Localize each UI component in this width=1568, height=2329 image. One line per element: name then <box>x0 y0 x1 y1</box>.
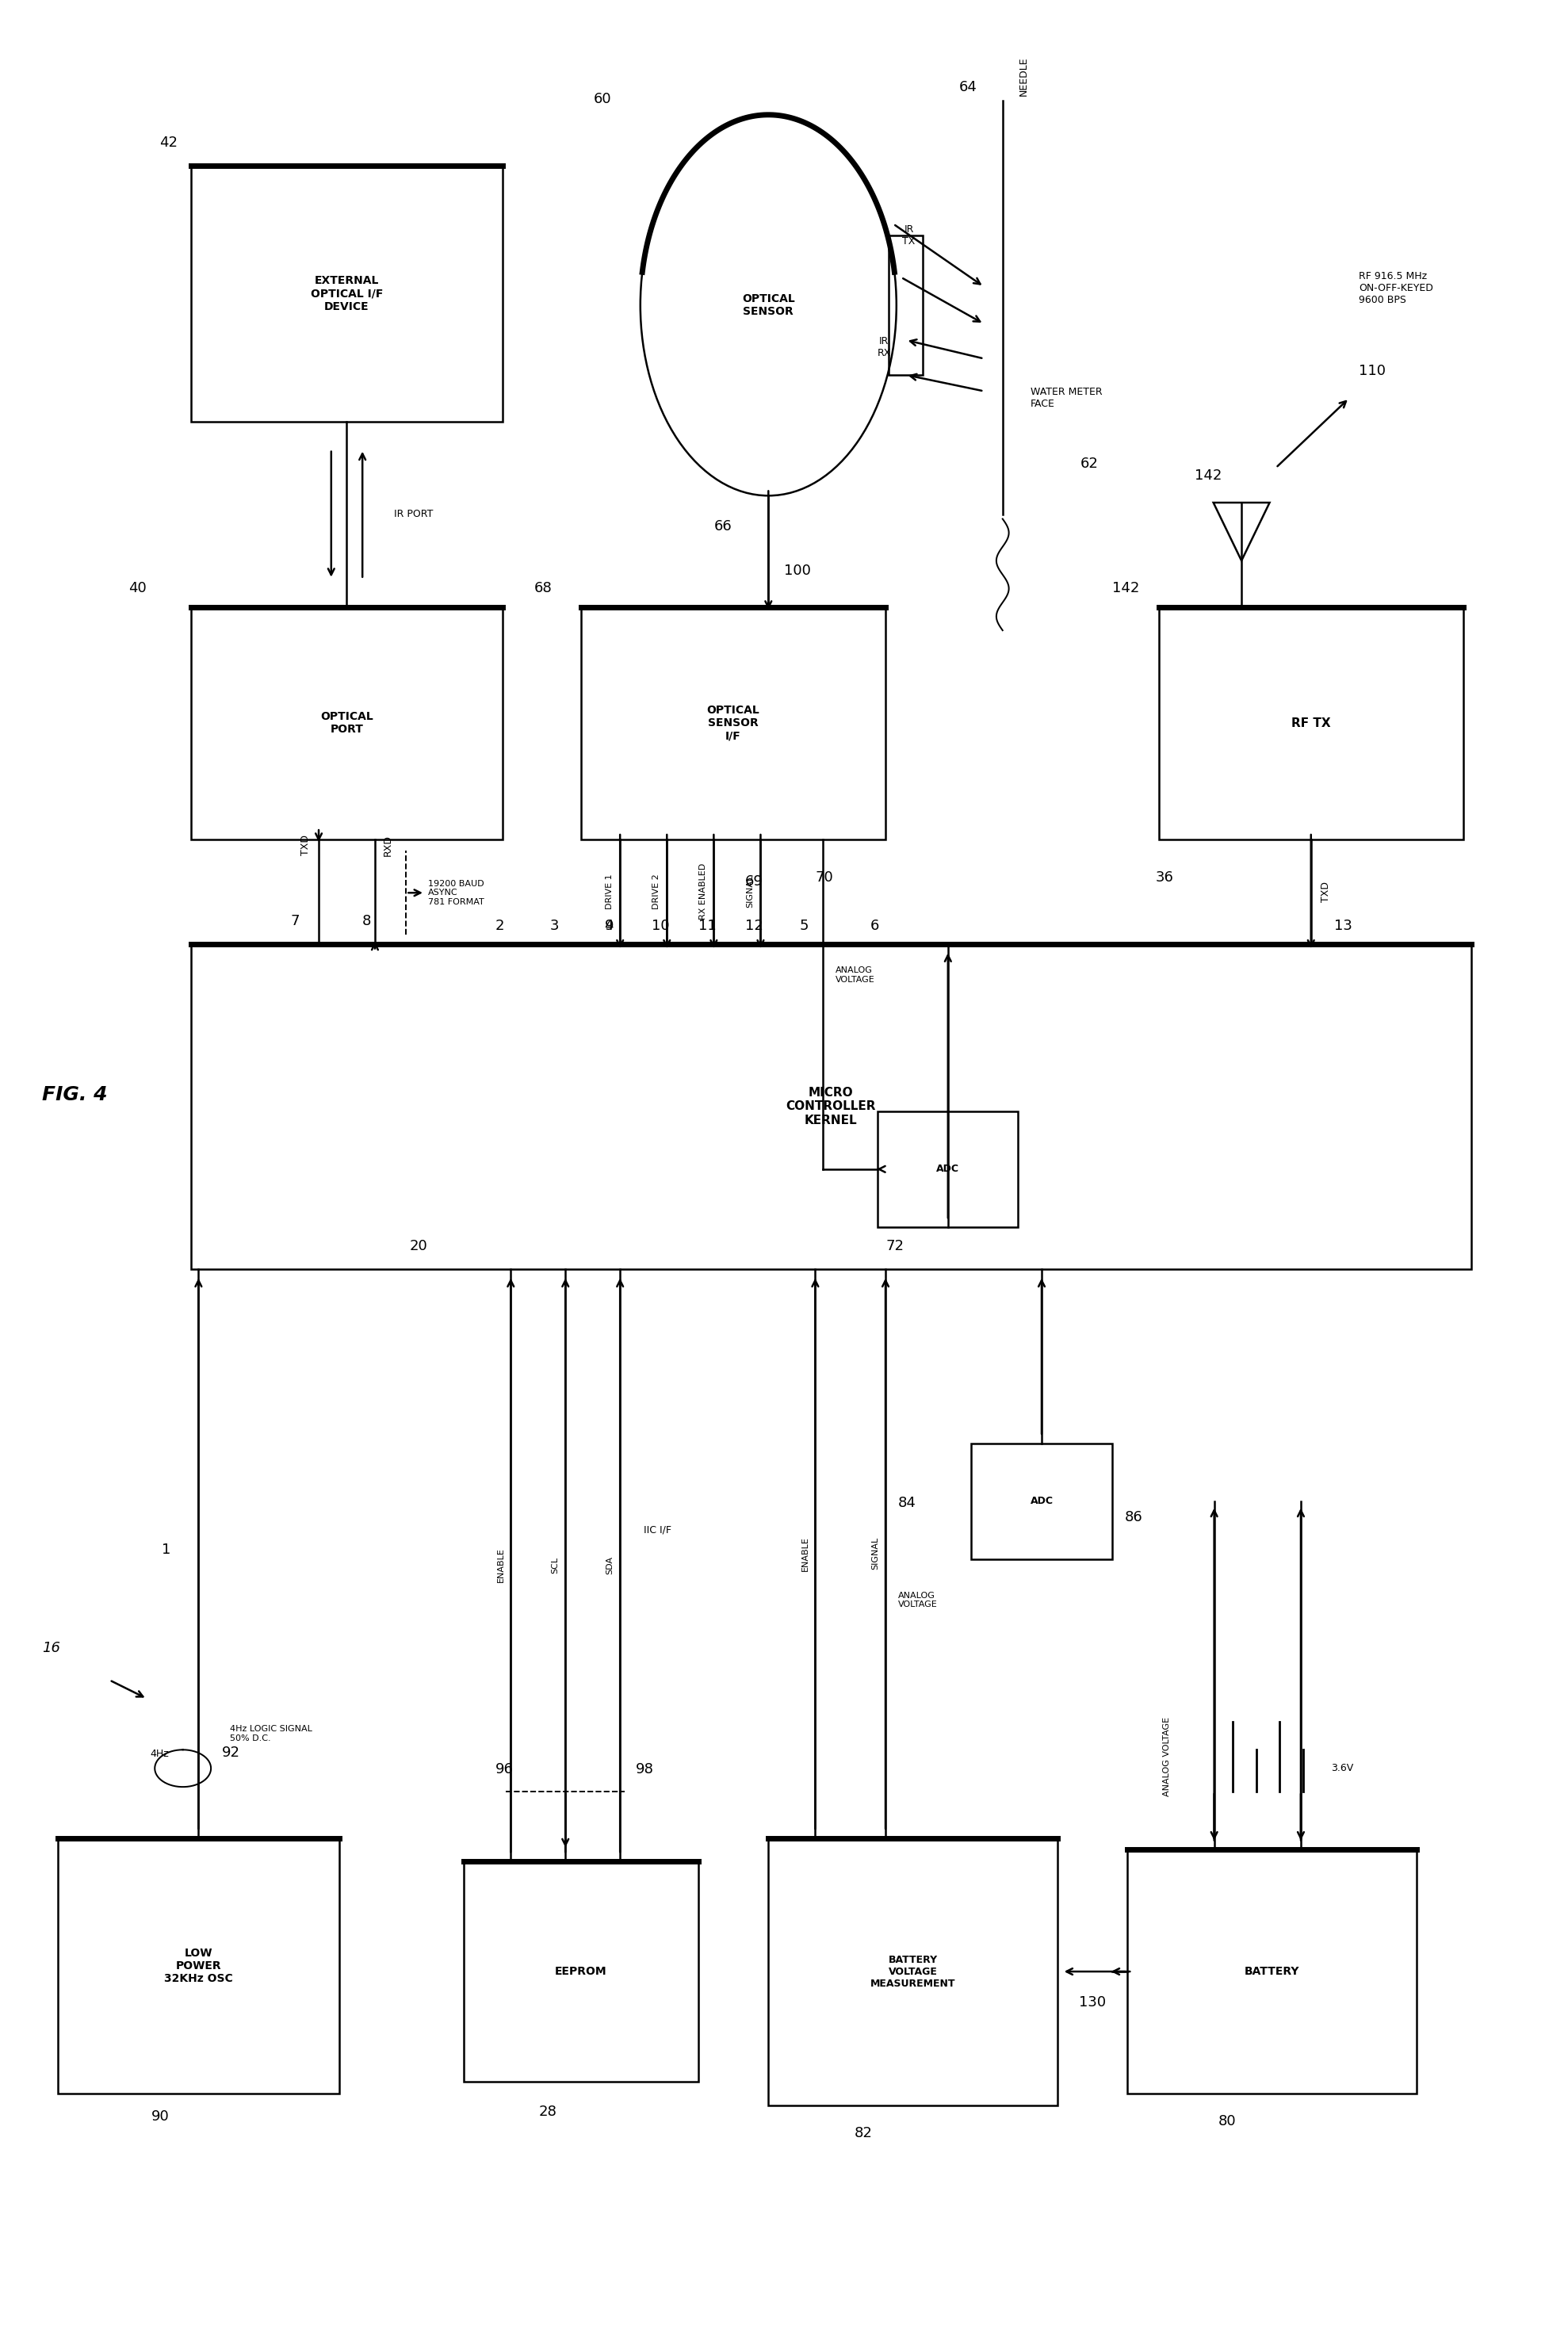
Text: 82: 82 <box>855 2126 872 2140</box>
Text: 90: 90 <box>152 2110 169 2124</box>
Text: DRIVE 2: DRIVE 2 <box>652 873 660 908</box>
Text: 98: 98 <box>635 1761 654 1777</box>
Text: 3: 3 <box>550 920 558 934</box>
Text: ANALOG
VOLTAGE: ANALOG VOLTAGE <box>836 967 875 983</box>
Text: 69: 69 <box>745 876 764 890</box>
Text: 40: 40 <box>129 582 146 596</box>
Text: 12: 12 <box>745 920 764 934</box>
Text: 142: 142 <box>1195 468 1221 482</box>
Text: 11: 11 <box>698 920 717 934</box>
Text: NEEDLE: NEEDLE <box>1018 56 1029 95</box>
Text: ENABLE: ENABLE <box>801 1537 809 1570</box>
Text: 72: 72 <box>886 1239 903 1253</box>
Text: ANALOG VOLTAGE: ANALOG VOLTAGE <box>1162 1716 1171 1796</box>
Text: 7: 7 <box>290 915 299 929</box>
Bar <box>878 1111 1018 1227</box>
Text: OPTICAL
SENSOR
I/F: OPTICAL SENSOR I/F <box>707 706 760 741</box>
Text: ANALOG
VOLTAGE: ANALOG VOLTAGE <box>898 1591 938 1609</box>
Text: BATTERY
VOLTAGE
MEASUREMENT: BATTERY VOLTAGE MEASUREMENT <box>870 1954 955 1989</box>
Text: 100: 100 <box>784 564 811 578</box>
Text: BATTERY: BATTERY <box>1245 1966 1300 1977</box>
Text: IR PORT: IR PORT <box>394 510 433 519</box>
Text: SIGNAL: SIGNAL <box>746 876 754 908</box>
Bar <box>582 608 886 838</box>
Text: 36: 36 <box>1156 871 1174 885</box>
Text: 60: 60 <box>594 93 612 107</box>
Text: 62: 62 <box>1080 456 1099 470</box>
Bar <box>889 235 924 375</box>
Text: 6: 6 <box>870 920 880 934</box>
Text: 4: 4 <box>604 920 613 934</box>
Text: 28: 28 <box>539 2105 557 2119</box>
Text: EEPROM: EEPROM <box>555 1966 607 1977</box>
Text: 66: 66 <box>713 519 732 533</box>
Text: 70: 70 <box>815 871 833 885</box>
Text: TXD: TXD <box>1320 880 1331 901</box>
Text: EXTERNAL
OPTICAL I/F
DEVICE: EXTERNAL OPTICAL I/F DEVICE <box>310 275 383 312</box>
Text: 80: 80 <box>1218 2115 1236 2129</box>
Text: 86: 86 <box>1124 1512 1143 1525</box>
Text: 42: 42 <box>160 135 177 149</box>
Text: ENABLE: ENABLE <box>497 1549 505 1581</box>
Text: ADC: ADC <box>936 1164 960 1174</box>
Text: 5: 5 <box>800 920 809 934</box>
Text: TXD: TXD <box>301 834 310 855</box>
Text: 96: 96 <box>495 1761 513 1777</box>
Text: 92: 92 <box>223 1747 240 1761</box>
Text: FIG. 4: FIG. 4 <box>42 1085 108 1104</box>
Text: ADC: ADC <box>1030 1495 1054 1507</box>
Text: SIGNAL: SIGNAL <box>872 1537 880 1570</box>
Text: 142: 142 <box>1112 582 1138 596</box>
Bar <box>971 1444 1112 1560</box>
Text: 110: 110 <box>1358 363 1386 377</box>
Bar <box>464 1861 698 2082</box>
Text: RXD: RXD <box>383 834 394 855</box>
Text: 4Hz: 4Hz <box>151 1749 169 1758</box>
Text: 3.6V: 3.6V <box>1331 1763 1353 1772</box>
Bar <box>768 1838 1057 2105</box>
Text: 20: 20 <box>409 1239 428 1253</box>
Text: IR
RX: IR RX <box>877 335 891 359</box>
Bar <box>191 943 1471 1269</box>
Text: WATER METER
FACE: WATER METER FACE <box>1030 387 1102 410</box>
Text: RF TX: RF TX <box>1292 717 1331 729</box>
Bar <box>1159 608 1463 838</box>
Text: 64: 64 <box>960 82 977 95</box>
Text: 19200 BAUD
ASYNC
781 FORMAT: 19200 BAUD ASYNC 781 FORMAT <box>428 880 485 906</box>
Bar <box>191 608 503 838</box>
Text: 68: 68 <box>535 582 552 596</box>
Text: OPTICAL
SENSOR: OPTICAL SENSOR <box>742 293 795 317</box>
Text: RF 916.5 MHz
ON-OFF-KEYED
9600 BPS: RF 916.5 MHz ON-OFF-KEYED 9600 BPS <box>1358 270 1433 305</box>
Text: 9: 9 <box>604 920 613 934</box>
Bar <box>191 165 503 422</box>
Text: RX ENABLED: RX ENABLED <box>699 864 707 920</box>
Bar <box>58 1838 339 2094</box>
Text: DRIVE 1: DRIVE 1 <box>605 873 613 908</box>
Text: IR
TX: IR TX <box>903 224 916 247</box>
Text: IIC I/F: IIC I/F <box>643 1525 671 1535</box>
Text: 2: 2 <box>495 920 505 934</box>
Bar <box>1127 1849 1416 2094</box>
Text: OPTICAL
PORT: OPTICAL PORT <box>320 710 373 736</box>
Text: MICRO
CONTROLLER
KERNEL: MICRO CONTROLLER KERNEL <box>786 1088 877 1127</box>
Text: SCL: SCL <box>552 1556 560 1574</box>
Text: SDA: SDA <box>605 1556 613 1574</box>
Text: 13: 13 <box>1334 920 1353 934</box>
Text: 84: 84 <box>898 1495 916 1509</box>
Text: 130: 130 <box>1079 1996 1105 2010</box>
Text: LOW
POWER
32KHz OSC: LOW POWER 32KHz OSC <box>165 1947 234 1984</box>
Text: 16: 16 <box>42 1642 61 1656</box>
Text: 8: 8 <box>362 915 372 929</box>
Text: 1: 1 <box>162 1542 171 1556</box>
Text: 4Hz LOGIC SIGNAL
50% D.C.: 4Hz LOGIC SIGNAL 50% D.C. <box>229 1726 312 1742</box>
Text: 10: 10 <box>651 920 670 934</box>
